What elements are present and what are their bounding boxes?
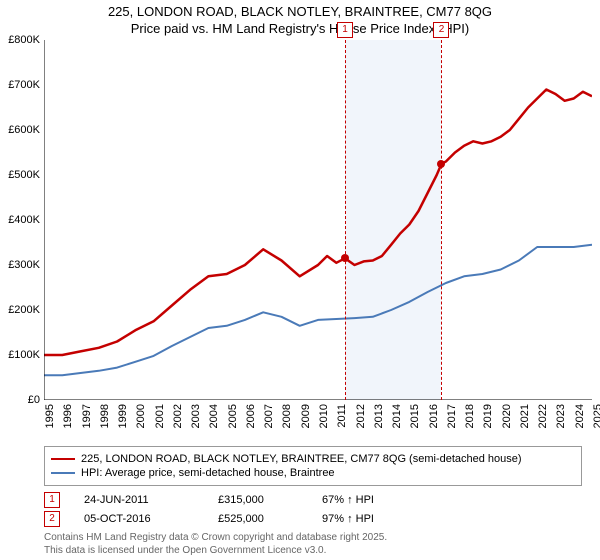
y-tick-label: £300K: [8, 259, 40, 271]
x-tick-label: 2004: [208, 404, 220, 428]
legend-row: HPI: Average price, semi-detached house,…: [51, 467, 575, 479]
x-tick-label: 2012: [355, 404, 367, 428]
sale-vline: [441, 40, 442, 400]
x-axis: 1995 1996 1997 1998 1999 2000 2001 2002 2003 2004…: [44, 400, 592, 440]
x-tick-label: 2022: [537, 404, 549, 428]
sale-point-dot: [341, 254, 349, 262]
legend-row: 225, LONDON ROAD, BLACK NOTLEY, BRAINTRE…: [51, 453, 575, 465]
title-line-1: 225, LONDON ROAD, BLACK NOTLEY, BRAINTRE…: [10, 4, 590, 21]
footer-line-2: This data is licensed under the Open Gov…: [44, 544, 584, 557]
x-tick-label: 2002: [172, 404, 184, 428]
x-tick-label: 2021: [519, 404, 531, 428]
sale-row-marker: 1: [44, 492, 60, 508]
plot-region: 12: [44, 40, 592, 400]
x-tick-label: 2013: [373, 404, 385, 428]
axis-border: [44, 40, 592, 400]
x-tick-label: 1996: [62, 404, 74, 428]
x-tick-label: 2017: [446, 404, 458, 428]
sale-date: 24-JUN-2011: [84, 494, 194, 506]
sale-row-1: 1 24-JUN-2011 £315,000 67% ↑ HPI: [44, 492, 584, 508]
x-tick-label: 2008: [281, 404, 293, 428]
x-tick-label: 2005: [227, 404, 239, 428]
x-tick-label: 1997: [81, 404, 93, 428]
y-tick-label: £100K: [8, 349, 40, 361]
sale-date: 05-OCT-2016: [84, 513, 194, 525]
x-tick-label: 2025: [592, 404, 600, 428]
x-tick-label: 2016: [428, 404, 440, 428]
sale-row-marker: 2: [44, 511, 60, 527]
x-tick-label: 2011: [336, 404, 348, 428]
sale-pct: 67% ↑ HPI: [322, 494, 422, 506]
x-tick-label: 2014: [391, 404, 403, 428]
footer-line-1: Contains HM Land Registry data © Crown c…: [44, 531, 584, 544]
x-tick-label: 2015: [409, 404, 421, 428]
series-property: [44, 89, 592, 355]
x-tick-label: 2000: [135, 404, 147, 428]
y-tick-label: £700K: [8, 79, 40, 91]
legend-swatch: [51, 458, 75, 460]
sale-marker-1: 1: [337, 22, 353, 38]
legend-box: 225, LONDON ROAD, BLACK NOTLEY, BRAINTRE…: [44, 446, 582, 486]
y-tick-label: £400K: [8, 214, 40, 226]
title-line-2: Price paid vs. HM Land Registry's House …: [10, 21, 590, 38]
x-tick-label: 2006: [245, 404, 257, 428]
y-axis: £0£100K£200K£300K£400K£500K£600K£700K£80…: [2, 40, 44, 400]
legend-label: HPI: Average price, semi-detached house,…: [81, 467, 335, 479]
chart-area: £0£100K£200K£300K£400K£500K£600K£700K£80…: [44, 40, 592, 400]
sale-price: £315,000: [218, 494, 298, 506]
y-tick-label: £200K: [8, 304, 40, 316]
legend-swatch: [51, 472, 75, 474]
x-tick-label: 2024: [574, 404, 586, 428]
sale-pct: 97% ↑ HPI: [322, 513, 422, 525]
x-tick-label: 2009: [300, 404, 312, 428]
y-tick-label: £800K: [8, 34, 40, 46]
legend-label: 225, LONDON ROAD, BLACK NOTLEY, BRAINTRE…: [81, 453, 522, 465]
y-tick-label: £500K: [8, 169, 40, 181]
x-tick-label: 2020: [501, 404, 513, 428]
x-tick-label: 2023: [555, 404, 567, 428]
sale-rows: 1 24-JUN-2011 £315,000 67% ↑ HPI 2 05-OCT-201…: [44, 492, 584, 527]
x-tick-label: 2018: [464, 404, 476, 428]
x-tick-label: 2007: [263, 404, 275, 428]
x-tick-label: 2003: [190, 404, 202, 428]
sale-marker-2: 2: [433, 22, 449, 38]
y-tick-label: £600K: [8, 124, 40, 136]
sale-vline: [345, 40, 346, 400]
chart-title: 225, LONDON ROAD, BLACK NOTLEY, BRAINTRE…: [0, 0, 600, 40]
x-tick-label: 1995: [44, 404, 56, 428]
chart-container: 225, LONDON ROAD, BLACK NOTLEY, BRAINTRE…: [0, 0, 600, 560]
x-tick-label: 2010: [318, 404, 330, 428]
sale-price: £525,000: [218, 513, 298, 525]
sale-row-2: 2 05-OCT-2016 £525,000 97% ↑ HPI: [44, 511, 584, 527]
sale-point-dot: [437, 160, 445, 168]
x-tick-label: 2001: [154, 404, 166, 428]
series-svg: [44, 40, 592, 400]
x-tick-label: 1998: [99, 404, 111, 428]
x-tick-label: 2019: [482, 404, 494, 428]
legend-and-footer: 225, LONDON ROAD, BLACK NOTLEY, BRAINTRE…: [44, 446, 584, 557]
footer: Contains HM Land Registry data © Crown c…: [44, 531, 584, 557]
y-tick-label: £0: [28, 394, 40, 406]
x-tick-label: 1999: [117, 404, 129, 428]
